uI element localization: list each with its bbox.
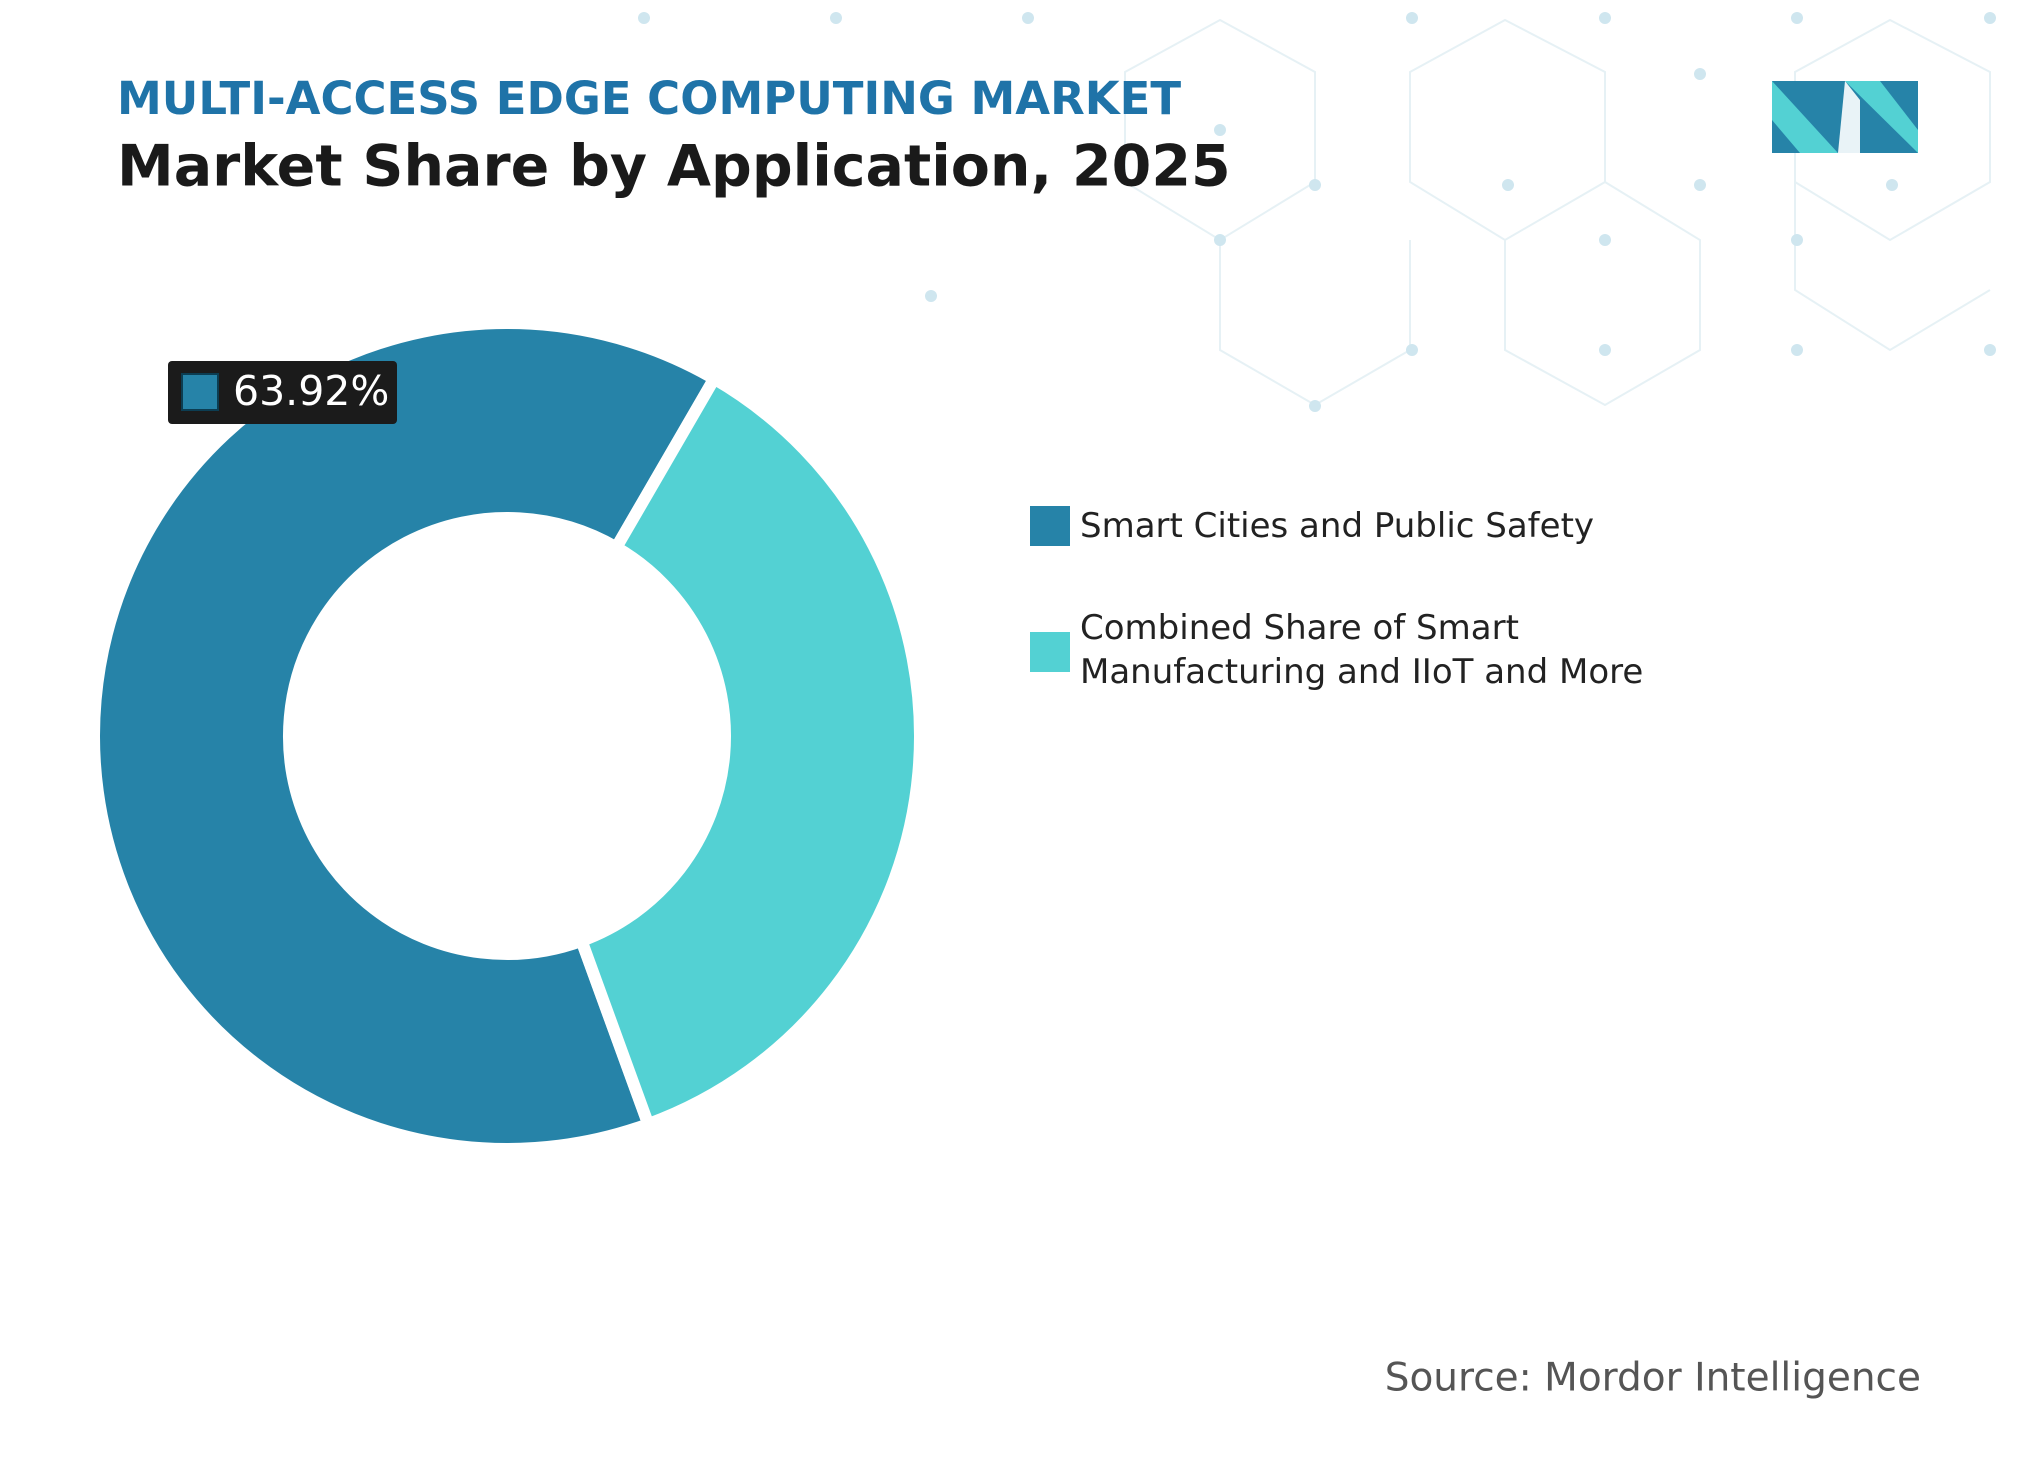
data-label-text: 63.92% [233, 367, 389, 415]
pie-slice [88, 317, 723, 1155]
background-pattern [1124, 18, 1991, 407]
background-dots [638, 12, 1996, 412]
chart-subtitle: MULTI-ACCESS EDGE COMPUTING MARKET [117, 72, 1181, 125]
data-label: 63.92% [168, 361, 397, 424]
source: Source: Mordor Intelligence [1385, 1356, 1921, 1401]
legend-swatch [1030, 632, 1070, 672]
pie-slice [573, 370, 926, 1132]
legend-item: Smart Cities and Public Safety [1030, 506, 1720, 548]
legend-label: Smart Cities and Public Safety [1080, 506, 1595, 546]
legend-item: Combined Share of Smart Manufacturing an… [1030, 608, 1720, 694]
legend-label: Combined Share of Smart Manufacturing an… [1080, 608, 1644, 692]
data-label-swatch [181, 373, 219, 411]
logo [1772, 81, 1918, 153]
chart-title: Market Share by Application, 2025 [117, 134, 1231, 200]
legend-swatch [1030, 506, 1070, 546]
data-label-box [168, 361, 397, 424]
